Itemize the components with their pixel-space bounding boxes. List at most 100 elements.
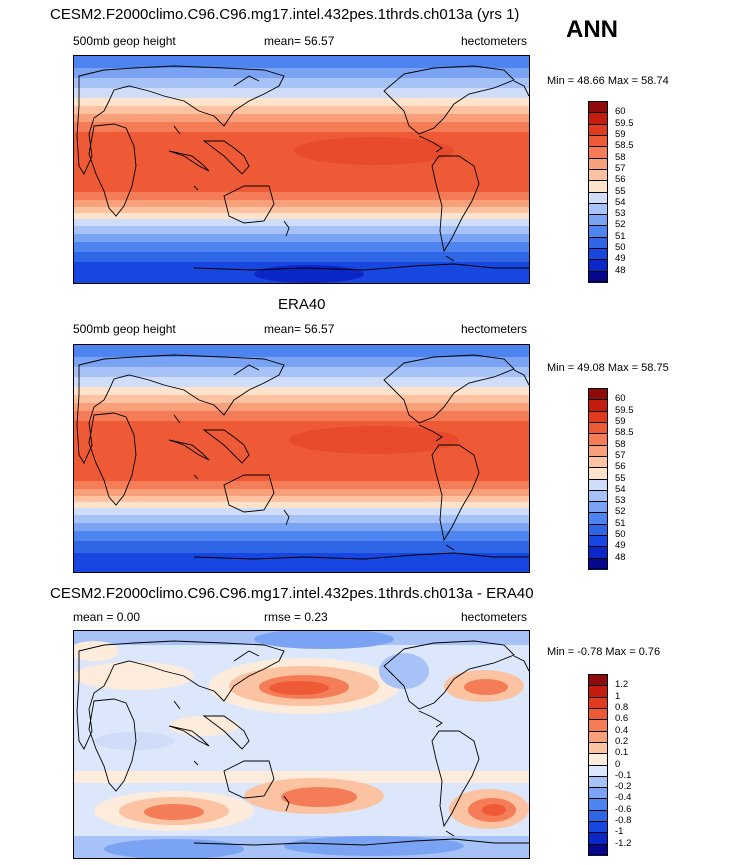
panel2-map <box>73 344 530 573</box>
panel2-colorbar: 60 59.5 59 58.5 58 57 56 55 54 53 52 51 50 49 48 <box>588 388 648 570</box>
band <box>74 411 529 421</box>
band <box>74 489 529 496</box>
colorbar-frame <box>588 101 608 282</box>
band <box>74 357 529 367</box>
band <box>74 88 529 98</box>
colorbar-label: 55 <box>615 185 626 197</box>
colorbar-label: 53 <box>615 208 626 220</box>
band <box>74 345 529 357</box>
colorbar-label: 58.5 <box>615 140 634 152</box>
field-patch <box>74 771 529 783</box>
band <box>74 56 529 68</box>
panel2-variable: 500mb geop height <box>73 322 176 336</box>
colorbar-label: -0.1 <box>615 769 632 781</box>
panel1-units: hectometers <box>461 34 528 48</box>
colorbar-label: 1.2 <box>615 679 629 691</box>
colorbar-label: -0.6 <box>615 803 632 815</box>
panel2-mean: mean= 56.57 <box>264 322 335 336</box>
colorbar-label: 49 <box>615 253 626 265</box>
colorbar-frame <box>588 388 608 569</box>
field-patch <box>482 804 506 816</box>
band <box>74 106 529 114</box>
colorbar-label: 50 <box>615 242 626 254</box>
colorbar-label: 0.1 <box>615 747 629 759</box>
colorbar-label: 48 <box>615 551 626 563</box>
band <box>74 122 529 132</box>
band <box>74 98 529 106</box>
field-patch <box>74 662 194 690</box>
panel3-map <box>73 630 530 859</box>
colorbar-label: 57 <box>615 162 626 174</box>
colorbar-label: 1 <box>615 690 621 702</box>
panel2-map-svg <box>74 345 529 572</box>
colorbar-label: -1 <box>615 826 624 838</box>
panel3-title: CESM2.F2000climo.C96.C96.mg17.intel.432p… <box>50 585 534 602</box>
panel1-minmax: Min = 48.66 Max = 58.74 <box>547 75 669 87</box>
colorbar-label: -1.2 <box>615 837 632 849</box>
field-patch <box>169 716 239 736</box>
season-label: ANN <box>566 16 618 43</box>
colorbar-label: 58 <box>615 438 626 450</box>
colorbar-label: 59 <box>615 415 626 427</box>
colorbar-label: 0.6 <box>615 713 629 725</box>
colorbar-label: 0.2 <box>615 735 629 747</box>
field-patch <box>254 631 394 649</box>
band <box>294 137 454 165</box>
colorbar-label: 52 <box>615 219 626 231</box>
colorbar-label: 57 <box>615 449 626 461</box>
panel2-bands <box>74 345 529 572</box>
band <box>74 213 529 219</box>
band <box>74 114 529 122</box>
colorbar-label: 52 <box>615 506 626 518</box>
panel1-title: CESM2.F2000climo.C96.C96.mg17.intel.432p… <box>50 6 520 23</box>
panel3-rmse: rmse = 0.23 <box>264 610 328 624</box>
band <box>74 541 529 553</box>
panel3-field <box>74 631 529 858</box>
colorbar-label: 58.5 <box>615 427 634 439</box>
band <box>74 234 529 242</box>
colorbar-label: 59 <box>615 128 626 140</box>
field-patch <box>281 787 357 807</box>
field-patch <box>269 681 329 695</box>
colorbar-label: -0.2 <box>615 781 632 793</box>
colorbar-label: 59.5 <box>615 117 634 129</box>
band <box>74 219 529 226</box>
panel3-minmax: Min = -0.78 Max = 0.76 <box>547 646 661 658</box>
band <box>289 426 459 454</box>
band <box>254 265 364 283</box>
field-patch <box>284 836 464 856</box>
band <box>74 387 529 395</box>
field-patch <box>464 679 508 695</box>
panel3-mean: mean = 0.00 <box>73 610 141 624</box>
band <box>74 553 529 572</box>
panel2-title: ERA40 <box>278 296 326 313</box>
panel2-coastlines <box>76 354 529 560</box>
colorbar-label: 54 <box>615 483 626 495</box>
band <box>74 531 529 541</box>
band <box>74 502 529 508</box>
band <box>74 496 529 502</box>
panel1-coastlines <box>76 65 529 271</box>
band <box>74 421 529 481</box>
colorbar-label: 50 <box>615 529 626 541</box>
colorbar-label: 51 <box>615 230 626 242</box>
colorbar-label: 55 <box>615 472 626 484</box>
panel3-coastlines <box>76 640 529 846</box>
colorbar-label: 51 <box>615 517 626 529</box>
field-patch <box>94 732 174 750</box>
panel3-colorbar: 1.2 1 0.8 0.6 0.4 0.2 0.1 0 -0.1 -0.2 -0.4 -0.6 -0.8… <box>588 674 648 856</box>
colorbar-label: -0.4 <box>615 792 632 804</box>
colorbar-label: 54 <box>615 196 626 208</box>
band <box>74 78 529 88</box>
colorbar-label: 60 <box>615 106 626 118</box>
colorbar-label: 60 <box>615 393 626 405</box>
field-patch <box>144 804 204 820</box>
panel3-map-svg <box>74 631 529 858</box>
panel1-variable: 500mb geop height <box>73 34 176 48</box>
band <box>74 523 529 531</box>
colorbar-label: 0 <box>615 758 621 770</box>
panel1-mean: mean= 56.57 <box>264 34 335 48</box>
colorbar-label: 59.5 <box>615 404 634 416</box>
panel1-map <box>73 55 530 284</box>
colorbar-label: 56 <box>615 174 626 186</box>
